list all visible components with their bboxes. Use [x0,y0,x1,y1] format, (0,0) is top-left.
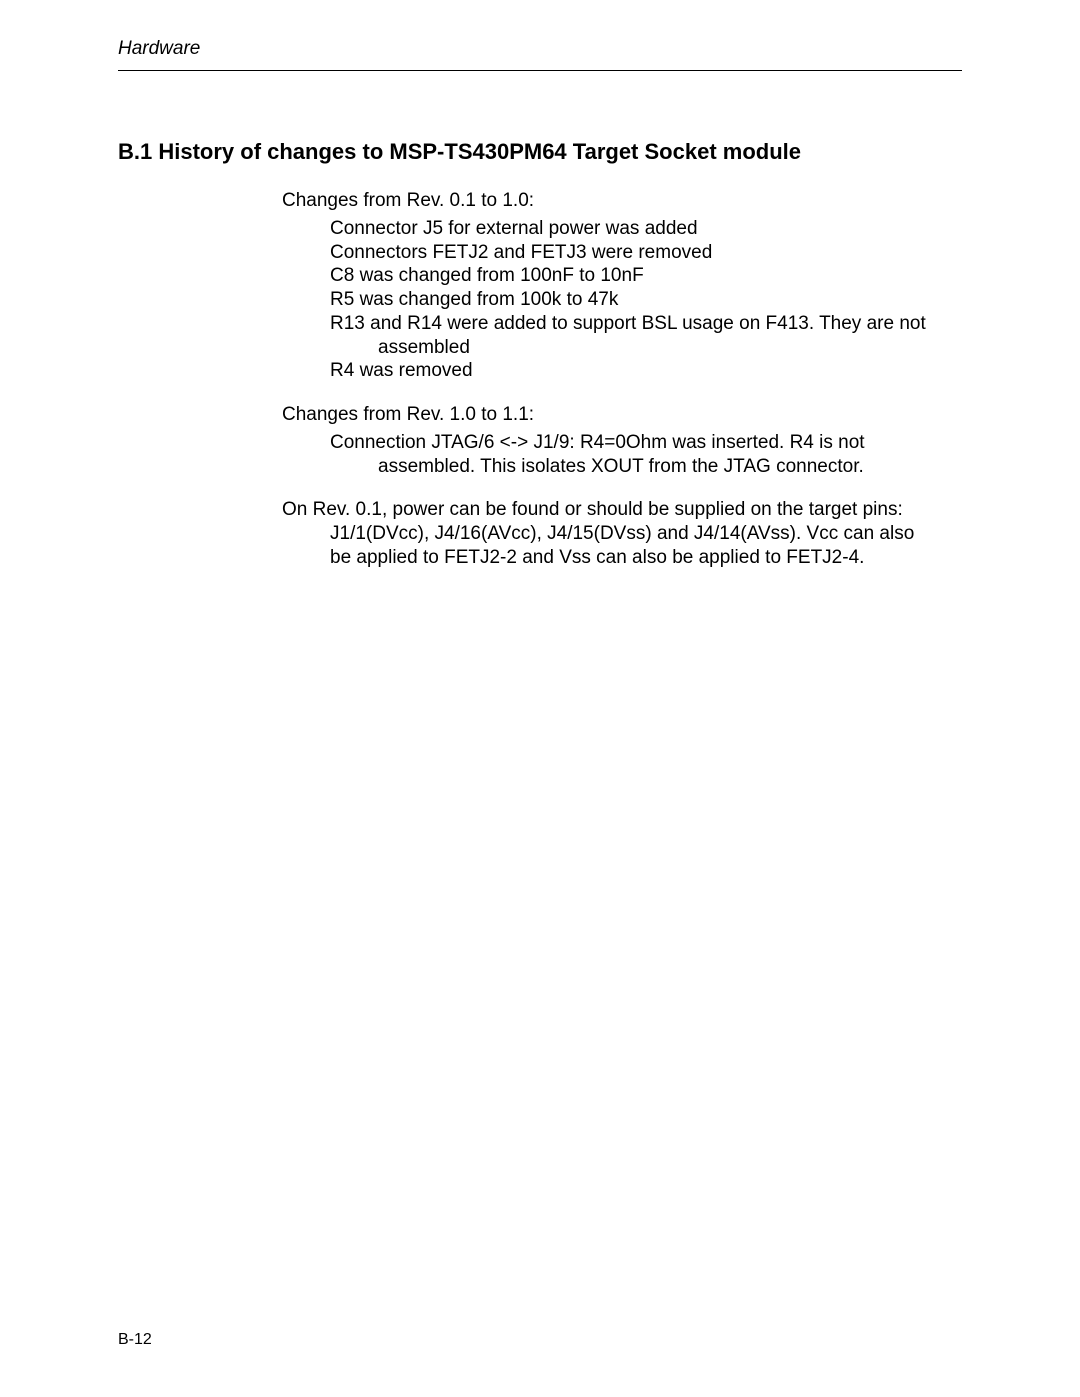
list-item: R5 was changed from 100k to 47k [330,288,962,312]
list-item: R13 and R14 were added to support BSL us… [330,312,962,336]
note-line: On Rev. 0.1, power can be found or shoul… [282,498,962,522]
list-item: Connector J5 for external power was adde… [330,217,962,241]
changes-01-to-10-intro: Changes from Rev. 0.1 to 1.0: [282,189,962,213]
running-header: Hardware [118,38,962,60]
header-rule [118,70,962,71]
list-item: C8 was changed from 100nF to 10nF [330,264,962,288]
page-number: B-12 [118,1331,152,1349]
list-item-continuation: assembled [330,336,962,360]
page: Hardware B.1 History of changes to MSP-T… [0,0,1080,1397]
note-line: be applied to FETJ2-2 and Vss can also b… [282,546,962,570]
list-item-continuation: assembled. This isolates XOUT from the J… [330,455,962,479]
changes-10-to-11-intro: Changes from Rev. 1.0 to 1.1: [282,403,962,427]
rev-01-power-note: On Rev. 0.1, power can be found or shoul… [282,498,962,569]
note-line: J1/1(DVcc), J4/16(AVcc), J4/15(DVss) and… [282,522,962,546]
section-heading: B.1 History of changes to MSP-TS430PM64 … [118,139,962,165]
list-item: Connectors FETJ2 and FETJ3 were removed [330,241,962,265]
list-item: Connection JTAG/6 <-> J1/9: R4=0Ohm was … [330,431,962,455]
body-block: Changes from Rev. 0.1 to 1.0: Connector … [118,189,962,570]
list-item: R4 was removed [330,359,962,383]
changes-01-to-10-list: Connector J5 for external power was adde… [282,217,962,383]
changes-10-to-11-list: Connection JTAG/6 <-> J1/9: R4=0Ohm was … [282,431,962,479]
